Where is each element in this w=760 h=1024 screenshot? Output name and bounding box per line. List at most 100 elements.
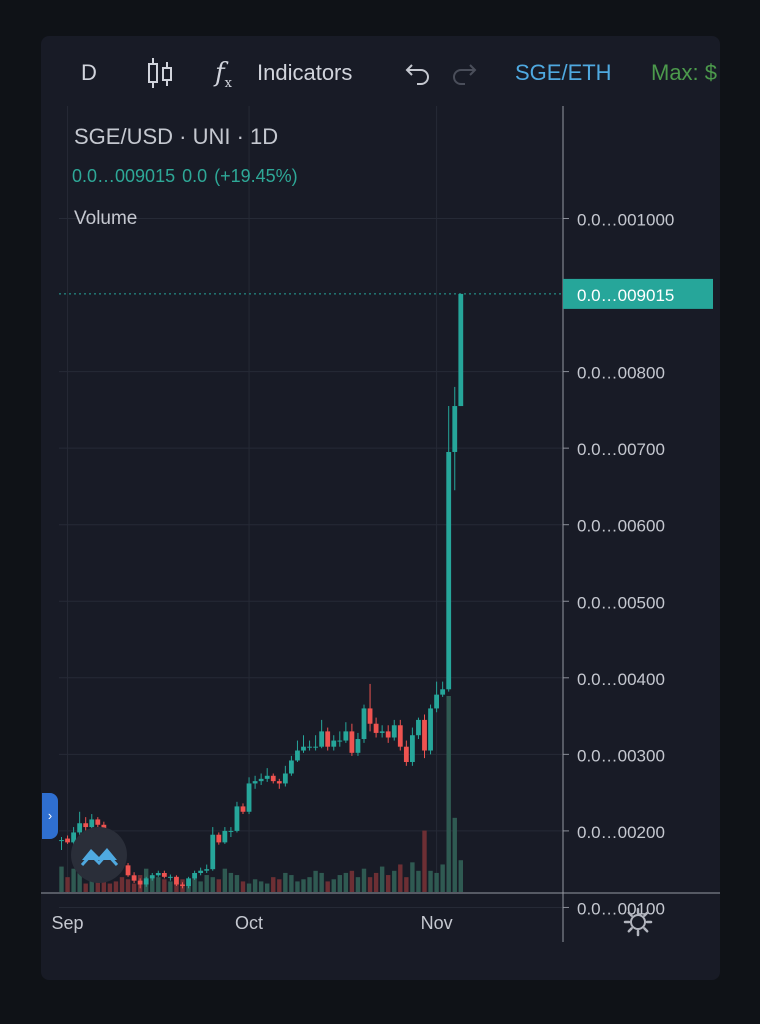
volume-bar — [174, 883, 179, 892]
candle-body — [295, 750, 300, 761]
candle-body — [174, 876, 179, 885]
candle — [428, 704, 433, 755]
candle-body — [343, 731, 349, 741]
legend-volume-label[interactable]: Volume — [74, 208, 138, 229]
candle — [228, 827, 234, 838]
candle — [410, 727, 415, 766]
volume-bar — [198, 881, 203, 892]
candle-body — [149, 875, 155, 879]
volume-bar — [295, 881, 300, 892]
volume-bar — [252, 879, 258, 892]
candle-body — [246, 783, 252, 812]
volume-bar — [83, 883, 88, 892]
candle-body — [337, 740, 343, 742]
candle — [125, 863, 131, 877]
candle-body — [71, 832, 76, 843]
volume-bar — [265, 883, 270, 892]
candle-body — [410, 735, 415, 763]
candle — [391, 719, 397, 741]
candle — [446, 406, 452, 692]
redo-icon[interactable] — [451, 58, 481, 88]
volume-bar — [258, 881, 264, 892]
legend-change-pct: (+19.45%) — [214, 166, 298, 186]
candle — [204, 864, 210, 874]
undo-icon[interactable] — [401, 58, 431, 88]
volume-bar — [458, 860, 463, 892]
candle — [252, 775, 258, 789]
interval-button[interactable]: D — [81, 60, 97, 85]
candle — [295, 740, 300, 763]
x-tick-label: Oct — [235, 913, 263, 933]
legend-title[interactable]: SGE/USD · UNI · 1D — [74, 124, 279, 149]
volume-bar — [113, 881, 119, 892]
volume-bar — [428, 870, 433, 892]
price-chart[interactable]: 0.0…001000 0.0…00800 0.0…00700 0.0…00600 0.0… — [41, 36, 720, 980]
candle — [198, 867, 204, 876]
candle — [89, 814, 95, 829]
candle-body — [192, 873, 197, 879]
candle-body — [240, 806, 246, 812]
legend-change: 0.0 — [182, 166, 208, 186]
y-tick-label: 0.0…00200 — [577, 823, 665, 842]
y-tick-label: 0.0…00400 — [577, 670, 665, 689]
volume-bar — [373, 872, 379, 892]
candle — [331, 735, 337, 751]
candlestick-icon[interactable] — [145, 56, 175, 90]
volume-bar — [210, 877, 215, 892]
candle-body — [65, 838, 70, 843]
candle-body — [222, 830, 228, 843]
expand-panel-tab[interactable]: › — [42, 793, 58, 839]
candle-body — [313, 746, 318, 748]
candle — [168, 874, 173, 881]
candle-body — [367, 708, 373, 724]
candle-body — [349, 731, 355, 753]
volume-bar — [404, 877, 409, 892]
candle-body — [89, 819, 95, 828]
candle — [83, 817, 89, 831]
settings-gear-icon[interactable] — [622, 906, 654, 938]
volume-bar — [355, 877, 361, 892]
volume-bar — [398, 864, 403, 892]
candle-body — [307, 746, 312, 748]
candle-body — [373, 723, 379, 733]
candle — [385, 725, 391, 743]
candle-body — [355, 739, 361, 753]
volume-bar — [379, 866, 385, 892]
candle — [264, 768, 270, 782]
candle-body — [289, 760, 294, 774]
candle — [95, 817, 101, 828]
candle-body — [234, 806, 240, 831]
volume-bar — [440, 864, 445, 892]
candle-body — [59, 840, 64, 842]
volume-bar — [271, 877, 276, 892]
candle — [174, 875, 179, 887]
candle — [416, 717, 421, 740]
volume-bar — [101, 881, 107, 892]
candle-body — [391, 725, 397, 738]
candle — [276, 778, 282, 789]
candle — [397, 719, 403, 751]
last-price-label-bg — [563, 278, 713, 309]
candle — [210, 827, 216, 871]
indicators-fx-icon[interactable]: fx — [215, 58, 232, 92]
legend-last-price: 0.0…009015 — [72, 166, 176, 186]
y-tick-label: 0.0…00500 — [577, 593, 665, 612]
compare-symbol-button[interactable]: SGE/ETH — [515, 60, 612, 85]
candle-body — [258, 778, 264, 782]
indicators-button[interactable]: Indicators — [257, 60, 353, 85]
candle-body — [301, 746, 306, 751]
candle-body — [385, 731, 391, 738]
candle-body — [270, 775, 276, 782]
candle — [216, 832, 222, 845]
volume-bar — [392, 870, 397, 892]
candle-body — [282, 773, 288, 784]
volume-bar — [367, 877, 373, 892]
tradingview-logo-icon[interactable] — [71, 827, 127, 883]
candle — [161, 870, 167, 879]
volume-bar — [416, 870, 421, 892]
candle-body — [331, 740, 337, 747]
candle — [361, 704, 367, 743]
candle-body — [379, 731, 385, 733]
candle — [59, 837, 64, 851]
volume-bar — [349, 870, 355, 892]
